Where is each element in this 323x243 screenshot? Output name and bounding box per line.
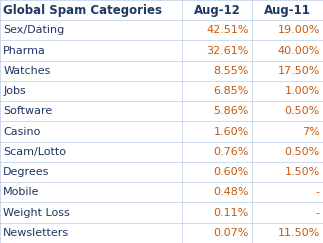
Text: 0.48%: 0.48%: [213, 187, 249, 197]
Text: Aug-11: Aug-11: [264, 4, 311, 17]
Text: 1.60%: 1.60%: [214, 127, 249, 137]
Text: 17.50%: 17.50%: [277, 66, 320, 76]
Text: 8.55%: 8.55%: [213, 66, 249, 76]
Text: 42.51%: 42.51%: [206, 25, 249, 35]
Text: 0.11%: 0.11%: [214, 208, 249, 218]
Text: 0.60%: 0.60%: [214, 167, 249, 177]
Text: 0.50%: 0.50%: [285, 147, 320, 157]
Text: Watches: Watches: [3, 66, 51, 76]
Text: 0.07%: 0.07%: [213, 228, 249, 238]
Text: 19.00%: 19.00%: [277, 25, 320, 35]
Text: Software: Software: [3, 106, 52, 116]
Text: Scam/Lotto: Scam/Lotto: [3, 147, 66, 157]
Text: 32.61%: 32.61%: [206, 46, 249, 56]
Text: Casino: Casino: [3, 127, 41, 137]
Text: 7%: 7%: [302, 127, 320, 137]
Text: -: -: [316, 208, 320, 218]
Text: Sex/Dating: Sex/Dating: [3, 25, 65, 35]
Text: 1.50%: 1.50%: [285, 167, 320, 177]
Text: 0.76%: 0.76%: [213, 147, 249, 157]
Text: 40.00%: 40.00%: [277, 46, 320, 56]
Text: 6.85%: 6.85%: [213, 86, 249, 96]
Text: Aug-12: Aug-12: [194, 4, 241, 17]
Text: Pharma: Pharma: [3, 46, 46, 56]
Text: Degrees: Degrees: [3, 167, 50, 177]
Text: Global Spam Categories: Global Spam Categories: [3, 4, 162, 17]
Text: 0.50%: 0.50%: [285, 106, 320, 116]
Text: Weight Loss: Weight Loss: [3, 208, 70, 218]
Text: 1.00%: 1.00%: [285, 86, 320, 96]
Text: 5.86%: 5.86%: [213, 106, 249, 116]
Text: Jobs: Jobs: [3, 86, 26, 96]
Text: Newsletters: Newsletters: [3, 228, 69, 238]
Text: 11.50%: 11.50%: [277, 228, 320, 238]
Text: Mobile: Mobile: [3, 187, 40, 197]
Text: -: -: [316, 187, 320, 197]
